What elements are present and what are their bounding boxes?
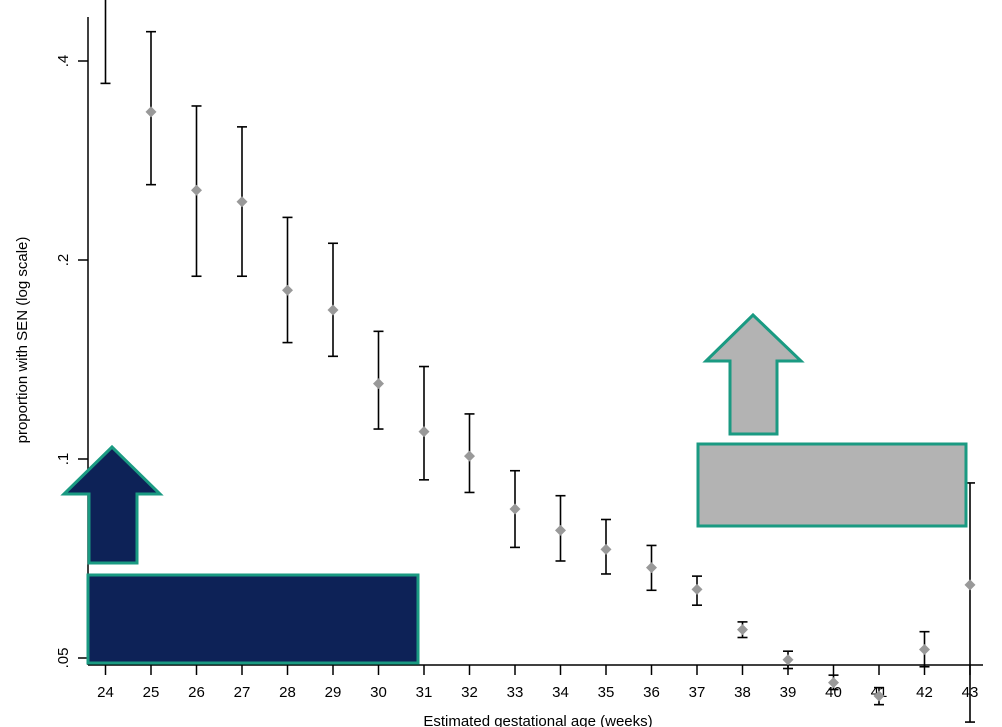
x-ticks: 2425262728293031323334353637383940414243 (97, 665, 978, 701)
data-point (737, 624, 748, 636)
data-point (828, 677, 839, 689)
data-point (646, 562, 657, 574)
x-tick-label: 36 (643, 684, 660, 701)
data-point (873, 690, 885, 702)
data-point (782, 654, 794, 666)
x-tick-label: 26 (188, 684, 205, 701)
data-point (919, 644, 930, 656)
data-point (600, 543, 612, 555)
x-tick-label: 24 (97, 684, 114, 701)
x-tick-label: 29 (325, 684, 342, 701)
x-tick-label: 39 (780, 684, 797, 701)
data-point (327, 304, 339, 316)
y-tick-label: .2 (55, 254, 72, 267)
x-tick-label: 38 (734, 684, 751, 701)
data-point (555, 524, 566, 536)
dark-rectangle-annotation (86, 573, 420, 665)
x-tick-label: 30 (370, 684, 387, 701)
gray-up-arrow-annotation (702, 312, 805, 436)
x-tick-label: 37 (689, 684, 706, 701)
y-tick-label: .4 (55, 55, 72, 68)
x-tick-label: 40 (825, 684, 842, 701)
x-axis-title: Estimated gestational age (weeks) (423, 713, 652, 727)
gray-rectangle-annotation (696, 442, 968, 528)
x-tick-label: 42 (916, 684, 933, 701)
data-point (464, 450, 475, 462)
data-point (373, 378, 384, 390)
axes (87, 17, 983, 666)
data-point (509, 503, 521, 515)
data-point (145, 106, 157, 118)
x-tick-label: 27 (234, 684, 251, 701)
y-ticks: .05.1.2.4.6.8 (55, 55, 88, 669)
x-tick-label: 35 (598, 684, 615, 701)
x-tick-label: 33 (507, 684, 524, 701)
x-tick-label: 34 (552, 684, 569, 701)
data-point (964, 579, 976, 591)
data-point (691, 583, 703, 595)
data-point (418, 426, 430, 438)
error-bar (328, 242, 338, 358)
x-tick-label: 28 (279, 684, 296, 701)
data-series (100, 0, 976, 723)
y-axis-title: proportion with SEN (log scale) (14, 237, 31, 444)
data-point (191, 184, 202, 196)
x-tick-label: 32 (461, 684, 478, 701)
y-tick-label: .05 (55, 648, 72, 669)
annotations (60, 312, 968, 665)
x-tick-label: 25 (143, 684, 160, 701)
error-bar (419, 365, 429, 481)
data-point (236, 196, 248, 208)
y-tick-label: .1 (55, 453, 72, 466)
x-tick-label: 31 (416, 684, 433, 701)
error-bar (282, 216, 293, 344)
data-point (282, 284, 293, 296)
dark-up-arrow-annotation (60, 444, 164, 565)
error-bar (100, 0, 111, 85)
